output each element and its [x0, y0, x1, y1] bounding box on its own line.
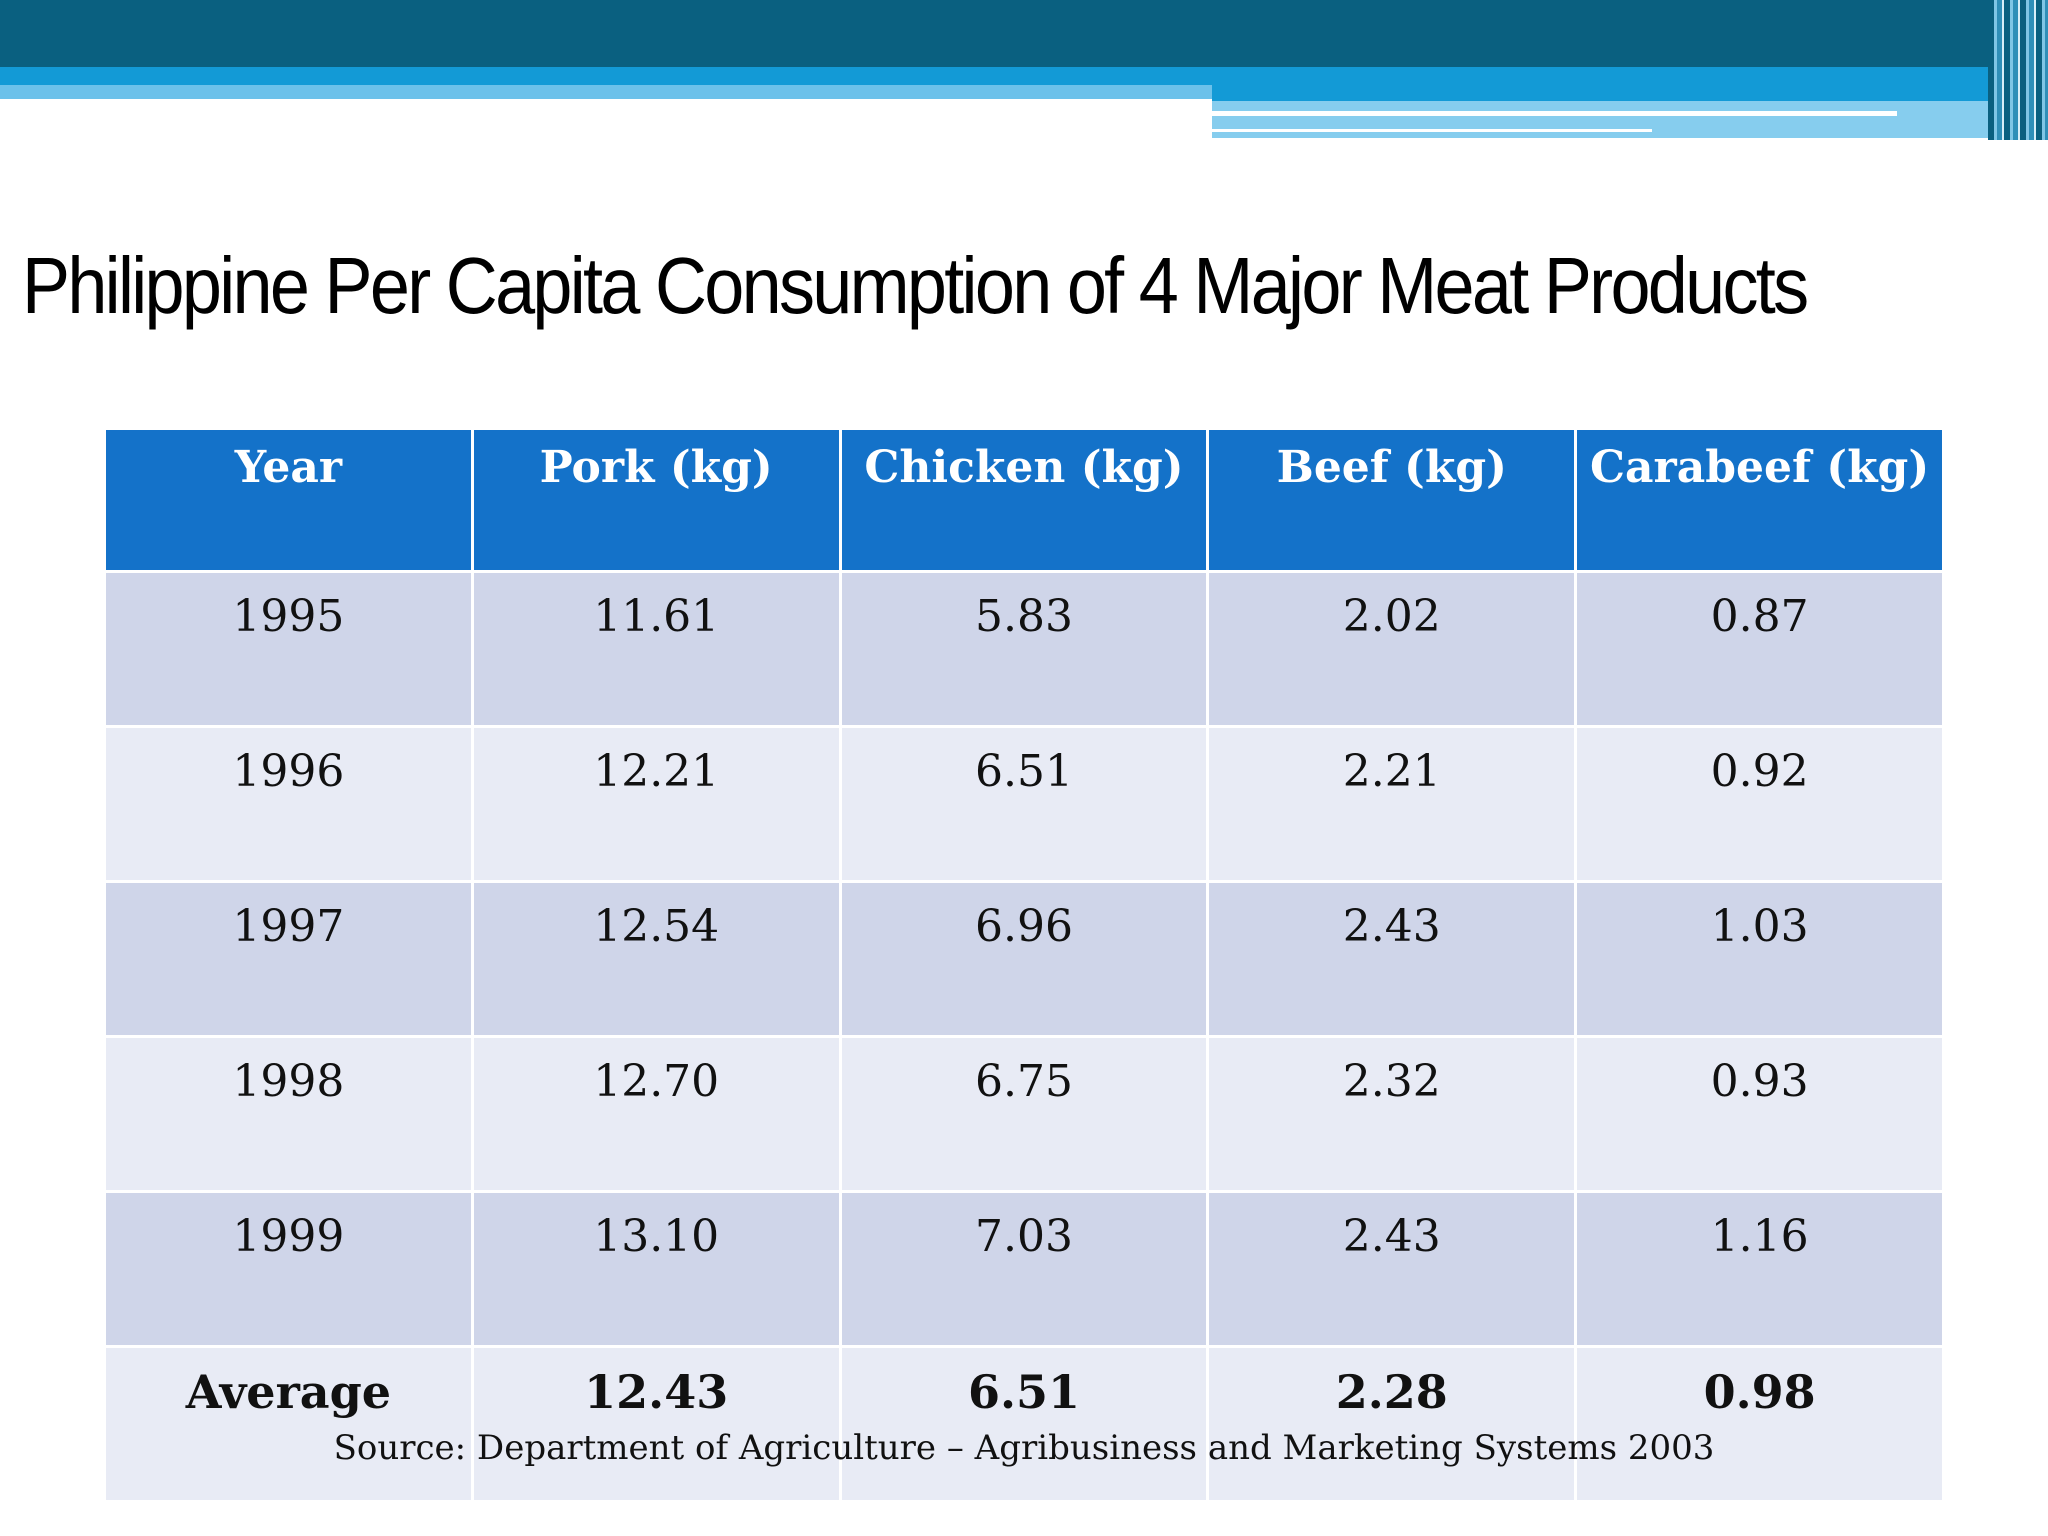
cell-chicken: 6.75	[838, 1035, 1210, 1193]
cell-pork: 11.61	[470, 570, 842, 728]
cell-carabeef: 0.93	[1574, 1035, 1945, 1193]
slide-title: Philippine Per Capita Consumption of 4 M…	[22, 241, 1809, 330]
table-row: 1995 11.61 5.83 2.02 0.87	[103, 570, 1945, 728]
cell-average-label: Average	[103, 1345, 474, 1503]
average-row: Average 12.43 6.51 2.28 0.98	[103, 1345, 1945, 1503]
banner-band-dark	[0, 0, 2048, 67]
cell-pork: 12.70	[470, 1035, 842, 1193]
cell-carabeef: 0.92	[1574, 725, 1945, 883]
header-chicken: Chicken (kg)	[838, 427, 1210, 573]
header-carabeef: Carabeef (kg)	[1574, 427, 1945, 573]
banner-edge-stripes	[1988, 0, 2048, 140]
cell-beef: 2.21	[1206, 725, 1578, 883]
banner-band-light-right	[1212, 101, 2048, 138]
cell-pork: 13.10	[470, 1190, 842, 1348]
cell-year: 1999	[103, 1190, 474, 1348]
table-header-row: Year Pork (kg) Chicken (kg) Beef (kg) Ca…	[103, 427, 1945, 573]
cell-chicken: 7.03	[838, 1190, 1210, 1348]
cell-chicken: 5.83	[838, 570, 1210, 728]
source-citation: Source: Department of Agriculture – Agri…	[333, 1428, 1715, 1468]
cell-carabeef: 1.16	[1574, 1190, 1945, 1348]
banner-band-light-left	[0, 85, 1212, 99]
cell-year: 1997	[103, 880, 474, 1038]
table-row: 1999 13.10 7.03 2.43 1.16	[103, 1190, 1945, 1348]
cell-average-pork: 12.43	[470, 1345, 842, 1503]
cell-pork: 12.21	[470, 725, 842, 883]
cell-year: 1996	[103, 725, 474, 883]
cell-chicken: 6.96	[838, 880, 1210, 1038]
table-row: 1998 12.70 6.75 2.32 0.93	[103, 1035, 1945, 1193]
banner-white-line	[1212, 111, 1897, 116]
cell-year: 1995	[103, 570, 474, 728]
cell-carabeef: 0.87	[1574, 570, 1945, 728]
cell-beef: 2.43	[1206, 1190, 1578, 1348]
top-banner	[0, 0, 2048, 140]
consumption-table: Year Pork (kg) Chicken (kg) Beef (kg) Ca…	[103, 427, 1945, 1503]
cell-pork: 12.54	[470, 880, 842, 1038]
cell-chicken: 6.51	[838, 725, 1210, 883]
cell-beef: 2.02	[1206, 570, 1578, 728]
table-row: 1997 12.54 6.96 2.43 1.03	[103, 880, 1945, 1038]
cell-average-beef: 2.28	[1206, 1345, 1578, 1503]
header-year: Year	[103, 427, 474, 573]
cell-year: 1998	[103, 1035, 474, 1193]
cell-beef: 2.43	[1206, 880, 1578, 1038]
cell-average-chicken: 6.51	[838, 1345, 1210, 1503]
cell-average-carabeef: 0.98	[1574, 1345, 1945, 1503]
table-row: 1996 12.21 6.51 2.21 0.92	[103, 725, 1945, 883]
banner-band-mid-right	[1212, 85, 2048, 101]
header-beef: Beef (kg)	[1206, 427, 1578, 573]
cell-carabeef: 1.03	[1574, 880, 1945, 1038]
banner-white-line-short	[1212, 129, 1652, 132]
header-pork: Pork (kg)	[470, 427, 842, 573]
banner-band-mid	[0, 67, 2048, 85]
cell-beef: 2.32	[1206, 1035, 1578, 1193]
